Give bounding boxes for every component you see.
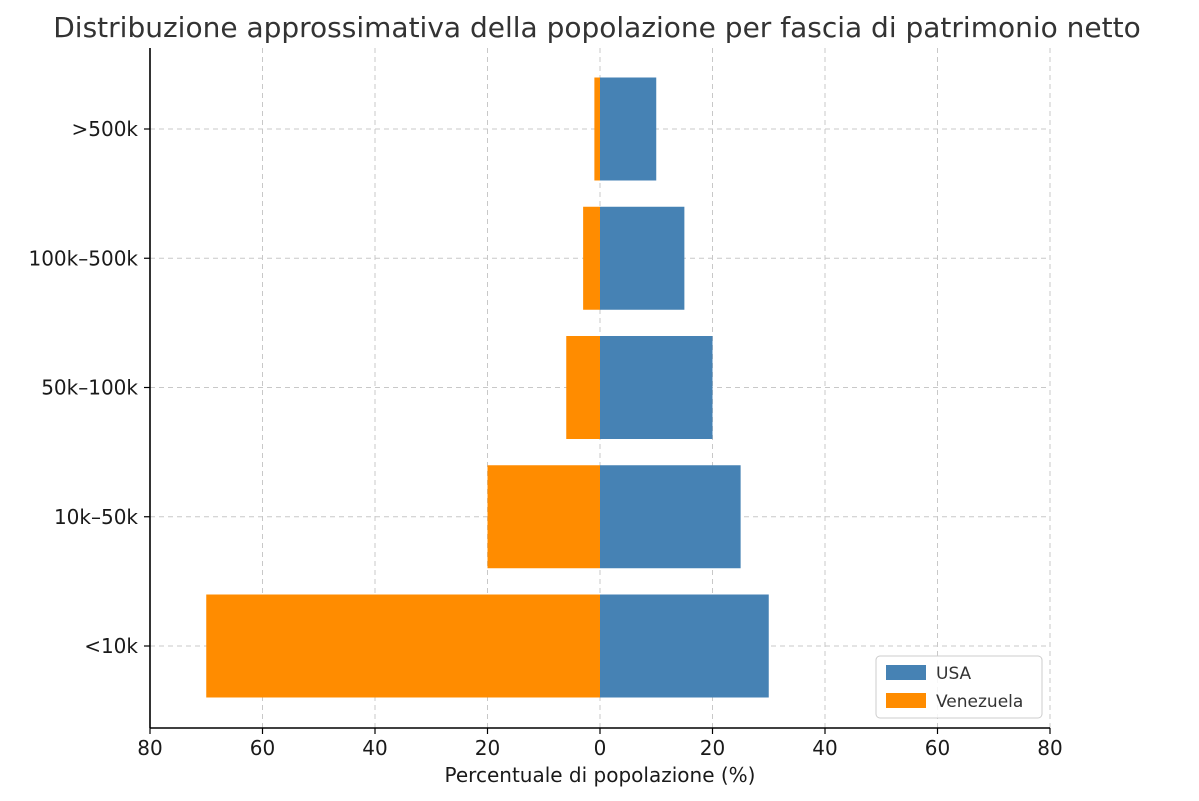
x-tick-label: 40 <box>362 736 387 760</box>
bar-usa-2 <box>600 336 713 439</box>
bar-venezuela-0 <box>206 594 600 698</box>
axes <box>144 48 1051 734</box>
legend: USA Venezuela <box>875 655 1043 719</box>
x-tick-label: 60 <box>250 736 275 760</box>
bar-venezuela-3 <box>583 206 600 310</box>
bar-usa-1 <box>600 465 741 569</box>
y-tick-label: <10k <box>84 634 138 658</box>
legend-swatch-venezuela <box>886 693 926 708</box>
bar-usa-3 <box>600 206 685 310</box>
tick-labels: 80 60 40 20 0 20 40 60 80 <10k 10k–50k 50k–100k 100k… <box>28 117 1062 760</box>
x-tick-label: 80 <box>137 736 162 760</box>
bar-venezuela-2 <box>566 336 600 439</box>
x-tick-label: 0 <box>594 736 607 760</box>
chart-title: Distribuzione approssimativa della popol… <box>53 11 1140 44</box>
legend-label-usa: USA <box>936 664 972 684</box>
x-tick-label: 80 <box>1037 736 1062 760</box>
x-tick-label: 20 <box>475 736 500 760</box>
y-tick-label: >500k <box>71 117 138 141</box>
x-tick-label: 60 <box>925 736 950 760</box>
bar-venezuela-1 <box>487 465 600 569</box>
bar-usa-4 <box>600 77 657 181</box>
legend-label-venezuela: Venezuela <box>936 692 1023 712</box>
y-tick-label: 100k–500k <box>28 246 138 270</box>
x-tick-label: 40 <box>812 736 837 760</box>
y-tick-label: 10k–50k <box>54 505 138 529</box>
legend-swatch-usa <box>886 665 926 680</box>
bar-venezuela-4 <box>594 77 600 181</box>
bar-usa-0 <box>600 594 769 698</box>
x-axis-label: Percentuale di popolazione (%) <box>445 763 756 787</box>
y-tick-label: 50k–100k <box>41 376 138 400</box>
x-tick-label: 20 <box>700 736 725 760</box>
bars <box>206 77 769 698</box>
